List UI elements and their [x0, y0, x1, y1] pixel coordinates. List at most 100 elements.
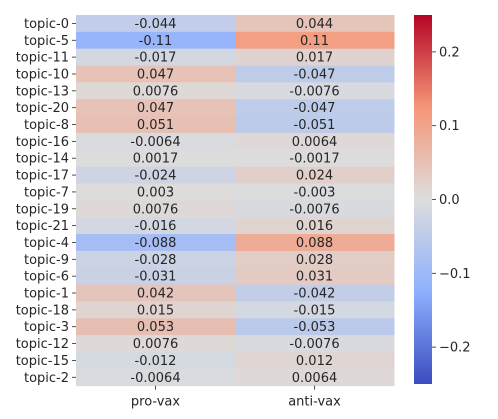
- cell-value-label: 0.028: [296, 253, 333, 268]
- heatmap-cell: [76, 234, 236, 252]
- cell-value-label: -0.044: [135, 17, 177, 32]
- heatmap-cell: [76, 284, 236, 302]
- heatmap-cell: [235, 183, 395, 201]
- cell-value-label: -0.024: [135, 169, 177, 184]
- heatmap-cell: [235, 149, 395, 168]
- row-label: topic-2: [24, 371, 69, 386]
- row-label: topic-20: [16, 101, 69, 116]
- cell-value-label: 0.044: [296, 17, 333, 32]
- row-label: topic-13: [16, 84, 69, 99]
- cell-value-label: -0.053: [294, 320, 336, 335]
- row-label: topic-1: [24, 287, 69, 302]
- cell-value-label: 0.0076: [133, 84, 179, 99]
- cell-value-label: 0.017: [296, 51, 333, 66]
- colorbar-tick-label: −0.2: [439, 341, 471, 356]
- row-label: topic-9: [24, 253, 69, 268]
- row-label: topic-18: [16, 303, 69, 318]
- cell-value-label: -0.11: [139, 34, 173, 49]
- heatmap-cells: -0.044 0.044 -0.11 0.11 -0.017 0.017 0.047 -0.0…: [76, 15, 395, 387]
- colorbar-gradient: [414, 15, 432, 384]
- cell-value-label: -0.003: [294, 185, 336, 200]
- row-label: topic-14: [16, 152, 69, 167]
- heatmap-cell: [76, 183, 236, 201]
- row-label: topic-7: [24, 185, 69, 200]
- cell-value-label: 0.0064: [292, 135, 338, 150]
- cell-value-label: 0.0076: [133, 337, 179, 352]
- heatmap-cell: [235, 368, 395, 387]
- cell-value-label: 0.024: [296, 169, 333, 184]
- cell-value-label: -0.0076: [289, 202, 339, 217]
- cell-value-label: 0.088: [296, 236, 333, 251]
- heatmap-cell: [235, 31, 395, 50]
- heatmap-cell: [235, 166, 395, 184]
- heatmap-cell: [76, 217, 236, 235]
- cell-value-label: 0.0076: [133, 202, 179, 217]
- heatmap-cell: [76, 368, 236, 387]
- column-labels: pro-vax anti-vax: [131, 385, 341, 410]
- cell-value-label: 0.015: [137, 303, 174, 318]
- column-label: anti-vax: [288, 395, 341, 410]
- colorbar-tick-label: −0.1: [439, 267, 471, 282]
- heatmap-cell: [235, 284, 395, 302]
- row-label: topic-6: [24, 270, 69, 285]
- heatmap-cell: [76, 99, 236, 117]
- heatmap-cell: [235, 250, 395, 269]
- heatmap-cell: [76, 132, 236, 151]
- heatmap-cell: [76, 200, 236, 218]
- row-label: topic-12: [16, 337, 69, 352]
- cell-value-label: -0.0076: [289, 84, 339, 99]
- cell-value-label: 0.053: [137, 320, 174, 335]
- heatmap-cell: [235, 48, 395, 67]
- heatmap-cell: [76, 116, 236, 134]
- heatmap-cell: [76, 318, 236, 336]
- heatmap-cell: [235, 116, 395, 134]
- heatmap-cell: [235, 234, 395, 252]
- row-label: topic-21: [16, 219, 69, 234]
- cell-value-label: -0.012: [135, 354, 177, 369]
- cell-value-label: 0.003: [137, 185, 174, 200]
- row-label: topic-8: [24, 118, 69, 133]
- cell-value-label: 0.016: [296, 219, 333, 234]
- cell-value-label: -0.017: [135, 51, 177, 66]
- cell-value-label: -0.0017: [289, 152, 339, 167]
- cell-value-label: -0.016: [135, 219, 177, 234]
- colorbar: −0.2 −0.1 0.0 0.1 0.2: [414, 15, 471, 384]
- colorbar-tick-label: 0.1: [439, 119, 460, 134]
- cell-value-label: -0.028: [135, 253, 177, 268]
- heatmap-cell: [76, 301, 236, 319]
- heatmap-cell: [76, 82, 236, 100]
- cell-value-label: 0.047: [137, 67, 174, 82]
- cell-value-label: -0.0064: [130, 371, 180, 386]
- cell-value-label: -0.0064: [130, 135, 180, 150]
- colorbar-tick-label: 0.0: [439, 193, 460, 208]
- cell-value-label: -0.015: [294, 303, 336, 318]
- heatmap-cell: [235, 132, 395, 151]
- row-label: topic-4: [24, 236, 69, 251]
- heatmap-cell: [76, 267, 236, 286]
- heatmap-cell: [76, 166, 236, 184]
- row-label: topic-17: [16, 169, 69, 184]
- cell-value-label: -0.047: [294, 67, 336, 82]
- heatmap-cell: [76, 352, 236, 370]
- column-label: pro-vax: [131, 395, 181, 410]
- row-label: topic-15: [16, 354, 69, 369]
- heatmap-cell: [76, 31, 236, 50]
- colorbar-tick-label: 0.2: [439, 45, 460, 60]
- cell-value-label: -0.031: [135, 270, 177, 285]
- row-label: topic-3: [24, 320, 69, 335]
- row-label: topic-5: [24, 34, 69, 49]
- heatmap-cell: [76, 15, 236, 33]
- heatmap-cell: [235, 318, 395, 336]
- heatmap-cell: [235, 335, 395, 353]
- row-label: topic-10: [16, 67, 69, 82]
- cell-value-label: -0.0076: [289, 337, 339, 352]
- cell-value-label: 0.0017: [133, 152, 179, 167]
- heatmap-cell: [235, 82, 395, 100]
- heatmap-cell: [235, 200, 395, 218]
- heatmap-cell: [76, 335, 236, 353]
- cell-value-label: -0.047: [294, 101, 336, 116]
- heatmap-cell: [235, 99, 395, 117]
- cell-value-label: -0.051: [294, 118, 336, 133]
